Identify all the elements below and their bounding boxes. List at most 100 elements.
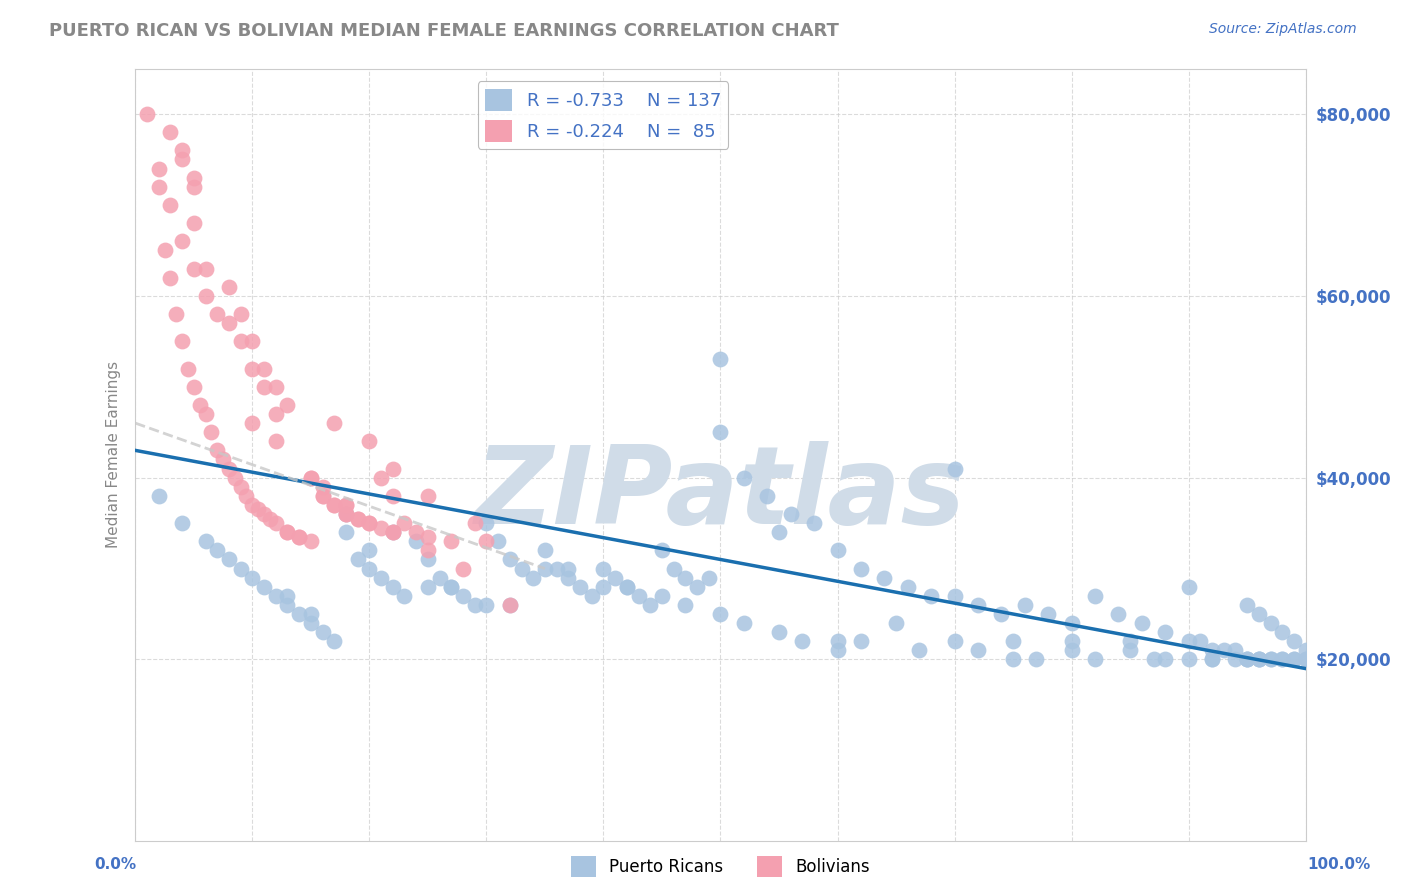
Point bbox=[1247, 652, 1270, 666]
Point bbox=[288, 530, 311, 544]
Point bbox=[416, 580, 439, 594]
Point bbox=[1060, 634, 1083, 648]
Point bbox=[335, 507, 357, 521]
Point bbox=[247, 502, 270, 516]
Point bbox=[1107, 607, 1129, 621]
Point bbox=[1060, 643, 1083, 657]
Point bbox=[194, 407, 217, 421]
Point bbox=[370, 470, 392, 484]
Point bbox=[335, 498, 357, 512]
Point bbox=[148, 489, 170, 503]
Point bbox=[240, 334, 263, 349]
Point bbox=[1247, 607, 1270, 621]
Point bbox=[1282, 634, 1305, 648]
Point bbox=[253, 580, 276, 594]
Point bbox=[1177, 634, 1199, 648]
Point bbox=[1084, 589, 1107, 603]
Point bbox=[1271, 625, 1294, 640]
Point bbox=[183, 216, 205, 230]
Point bbox=[756, 489, 779, 503]
Point bbox=[276, 525, 298, 540]
Point bbox=[381, 525, 404, 540]
Point bbox=[1119, 634, 1142, 648]
Point bbox=[967, 598, 990, 612]
Point bbox=[475, 516, 498, 530]
Point bbox=[1212, 643, 1234, 657]
Text: 100.0%: 100.0% bbox=[1308, 857, 1369, 872]
Point bbox=[299, 470, 322, 484]
Y-axis label: Median Female Earnings: Median Female Earnings bbox=[107, 361, 121, 549]
Point bbox=[194, 534, 217, 549]
Point bbox=[240, 498, 263, 512]
Point bbox=[153, 244, 176, 258]
Point bbox=[709, 352, 731, 367]
Point bbox=[172, 144, 194, 158]
Point bbox=[827, 634, 849, 648]
Point bbox=[183, 380, 205, 394]
Point bbox=[1201, 652, 1223, 666]
Point bbox=[768, 525, 790, 540]
Point bbox=[381, 525, 404, 540]
Point bbox=[803, 516, 825, 530]
Point bbox=[1014, 598, 1036, 612]
Point bbox=[159, 270, 181, 285]
Point bbox=[592, 561, 614, 575]
Point bbox=[346, 511, 368, 525]
Point bbox=[1189, 634, 1212, 648]
Point bbox=[1201, 643, 1223, 657]
Point bbox=[534, 543, 557, 558]
Point bbox=[276, 525, 298, 540]
Point bbox=[651, 589, 673, 603]
Point bbox=[416, 530, 439, 544]
Point bbox=[546, 561, 568, 575]
Point bbox=[638, 598, 661, 612]
Text: ZIPatlas: ZIPatlas bbox=[475, 441, 966, 547]
Point bbox=[1036, 607, 1059, 621]
Point bbox=[259, 511, 281, 525]
Point bbox=[1154, 652, 1177, 666]
Point bbox=[616, 580, 638, 594]
Point bbox=[1119, 643, 1142, 657]
Point bbox=[212, 452, 235, 467]
Point bbox=[733, 616, 755, 631]
Point bbox=[569, 580, 592, 594]
Point bbox=[1177, 652, 1199, 666]
Point bbox=[229, 334, 252, 349]
Point bbox=[557, 571, 579, 585]
Point bbox=[224, 470, 246, 484]
Point bbox=[172, 516, 194, 530]
Point bbox=[253, 361, 276, 376]
Point bbox=[359, 543, 381, 558]
Point bbox=[1236, 598, 1258, 612]
Point bbox=[359, 516, 381, 530]
Point bbox=[323, 498, 346, 512]
Point bbox=[779, 507, 801, 521]
Point bbox=[709, 425, 731, 440]
Point bbox=[967, 643, 990, 657]
Point bbox=[849, 634, 872, 648]
Point bbox=[359, 561, 381, 575]
Point bbox=[733, 470, 755, 484]
Point bbox=[499, 598, 522, 612]
Point bbox=[218, 316, 240, 330]
Point bbox=[908, 643, 931, 657]
Point bbox=[673, 571, 696, 585]
Point bbox=[148, 179, 170, 194]
Point bbox=[1247, 652, 1270, 666]
Point bbox=[1142, 652, 1164, 666]
Point bbox=[218, 279, 240, 293]
Point bbox=[605, 571, 627, 585]
Point bbox=[288, 607, 311, 621]
Point bbox=[253, 507, 276, 521]
Point bbox=[264, 434, 287, 449]
Text: Source: ZipAtlas.com: Source: ZipAtlas.com bbox=[1209, 22, 1357, 37]
Point bbox=[697, 571, 720, 585]
Point bbox=[1295, 643, 1317, 657]
Point bbox=[510, 561, 533, 575]
Point bbox=[592, 580, 614, 594]
Point bbox=[288, 530, 311, 544]
Point bbox=[416, 543, 439, 558]
Point bbox=[276, 598, 298, 612]
Point bbox=[475, 534, 498, 549]
Point bbox=[229, 307, 252, 321]
